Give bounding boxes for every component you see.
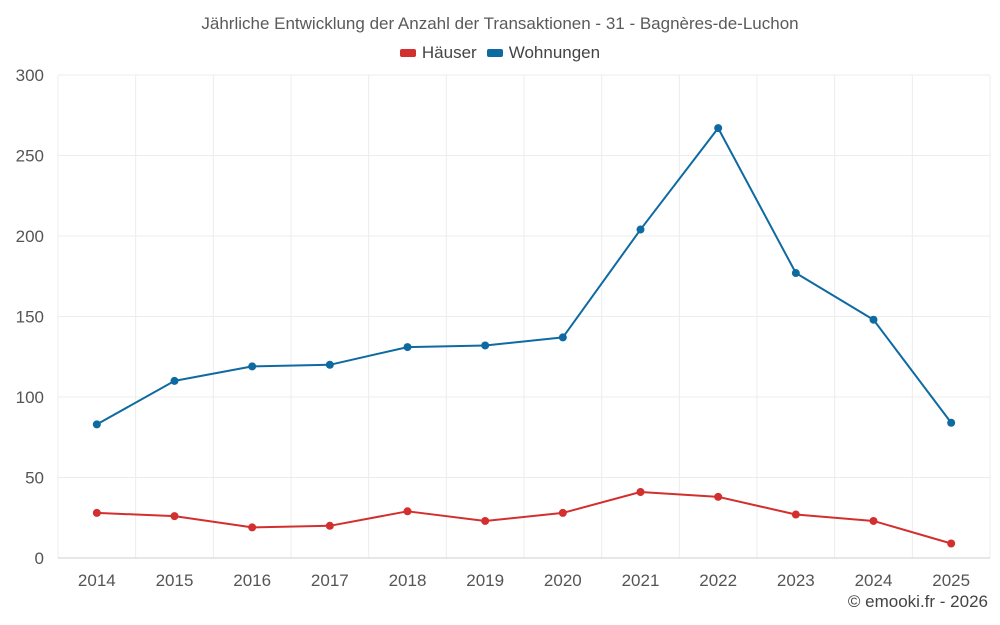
y-tick-label: 200 xyxy=(16,227,44,246)
y-tick-label: 150 xyxy=(16,308,44,327)
data-point xyxy=(248,362,257,371)
data-point xyxy=(248,523,257,532)
data-point xyxy=(636,487,645,496)
series-line-1 xyxy=(96,127,952,426)
data-point xyxy=(403,507,412,516)
data-point xyxy=(92,420,101,429)
legend-item-wohnungen[interactable]: Wohnungen xyxy=(486,43,601,63)
y-tick-label: 100 xyxy=(16,388,44,407)
y-tick-label: 0 xyxy=(35,549,44,568)
x-tick-label: 2017 xyxy=(311,571,349,590)
x-tick-label: 2023 xyxy=(777,571,815,590)
legend-item-haeuser[interactable]: Häuser xyxy=(399,43,477,63)
y-tick-label: 250 xyxy=(16,147,44,166)
data-point xyxy=(869,516,878,525)
data-point xyxy=(325,521,334,530)
data-point xyxy=(325,360,334,369)
x-tick-label: 2020 xyxy=(544,571,582,590)
x-tick-label: 2022 xyxy=(699,571,737,590)
legend-swatch-wohnungen xyxy=(486,49,503,57)
legend: Häuser Wohnungen xyxy=(0,43,1000,63)
credit-text: © emooki.fr - 2026 xyxy=(847,592,988,611)
x-tick-label: 2025 xyxy=(932,571,970,590)
data-point xyxy=(791,269,800,278)
y-tick-label: 300 xyxy=(16,66,44,85)
legend-swatch-haeuser xyxy=(399,49,416,57)
legend-label-wohnungen: Wohnungen xyxy=(508,43,601,62)
data-point xyxy=(481,516,490,525)
chart-title: Jährliche Entwicklung der Anzahl der Tra… xyxy=(201,14,799,33)
data-point xyxy=(869,315,878,324)
data-point xyxy=(170,512,179,521)
data-point xyxy=(947,418,956,427)
data-point xyxy=(170,376,179,385)
x-tick-label: 2014 xyxy=(78,571,116,590)
data-point xyxy=(558,508,567,517)
x-tick-label: 2024 xyxy=(855,571,893,590)
data-point xyxy=(636,225,645,234)
data-point xyxy=(481,341,490,350)
x-tick-label: 2016 xyxy=(233,571,271,590)
data-point xyxy=(92,508,101,517)
data-point xyxy=(714,124,723,133)
y-tick-label: 50 xyxy=(25,469,44,488)
x-tick-label: 2021 xyxy=(622,571,660,590)
series-line-0 xyxy=(96,490,952,545)
x-tick-label: 2019 xyxy=(466,571,504,590)
x-tick-label: 2015 xyxy=(156,571,194,590)
data-point xyxy=(791,510,800,519)
data-point xyxy=(558,333,567,342)
data-point xyxy=(714,492,723,501)
data-point xyxy=(403,343,412,352)
legend-label-haeuser: Häuser xyxy=(421,43,477,62)
data-point xyxy=(947,539,956,548)
x-tick-label: 2018 xyxy=(389,571,427,590)
